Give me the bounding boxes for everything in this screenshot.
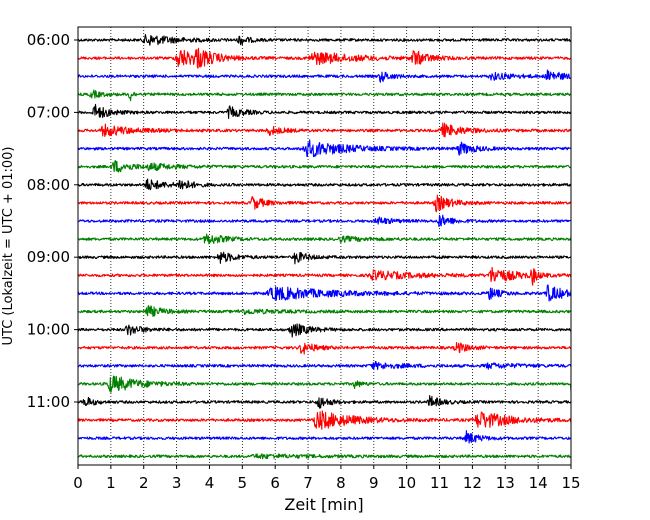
trace-row-1145 [77, 453, 572, 460]
trace-row-0700 [77, 103, 572, 120]
y-tick-label: 08:00 [27, 176, 70, 194]
trace-row-0615 [77, 47, 572, 69]
x-tick-label: 11 [430, 474, 449, 492]
trace-row-1015 [77, 342, 572, 355]
trace-row-1030 [77, 360, 572, 371]
x-tick-label: 15 [561, 474, 580, 492]
trace-row-0730 [77, 139, 572, 158]
x-tick-label: 0 [73, 474, 83, 492]
trace-row-1115 [77, 410, 572, 430]
trace-row-0715 [77, 122, 572, 138]
trace-row-1130 [77, 430, 572, 444]
trace-row-1045 [77, 375, 572, 393]
trace-row-0900 [77, 251, 572, 265]
trace-row-0800 [77, 178, 572, 191]
x-tick-label: 6 [270, 474, 280, 492]
trace-row-0630 [77, 69, 572, 83]
x-tick-label: 3 [172, 474, 182, 492]
y-tick-label: 11:00 [27, 393, 70, 411]
x-tick-label: 8 [336, 474, 346, 492]
trace-row-0830 [77, 214, 572, 228]
trace-row-1000 [77, 323, 572, 338]
trace-row-0845 [77, 233, 572, 245]
x-axis-ticks: 0 1 2 3 4 5 6 7 8 9 10 11 12 13 14 15 [73, 465, 581, 492]
x-tick-label: 14 [529, 474, 548, 492]
trace-row-0645 [77, 89, 572, 102]
x-tick-label: 2 [139, 474, 149, 492]
y-tick-label: 09:00 [27, 248, 70, 266]
y-axis-ticks: 06:00 07:00 08:00 09:00 10:00 11:00 [27, 31, 78, 411]
trace-row-1100 [77, 395, 572, 409]
y-tick-label: 07:00 [27, 103, 70, 121]
x-grid [110, 27, 539, 465]
x-tick-label: 1 [106, 474, 116, 492]
seismogram-traces [77, 34, 572, 460]
trace-row-0600 [77, 34, 572, 46]
x-axis-label: Zeit [min] [284, 495, 363, 514]
x-tick-label: 5 [238, 474, 248, 492]
x-tick-label: 7 [303, 474, 313, 492]
y-tick-label: 06:00 [27, 31, 70, 49]
y-tick-label: 10:00 [27, 321, 70, 339]
trace-row-0915 [77, 266, 572, 286]
trace-row-0815 [77, 194, 572, 213]
y-axis-label: UTC (Lokalzeit = UTC + 01:00) [1, 147, 16, 346]
plot-frame [77, 26, 572, 466]
trace-row-0745 [77, 160, 572, 173]
trace-row-0930 [77, 284, 572, 302]
x-tick-label: 10 [397, 474, 416, 492]
trace-row-0945 [77, 305, 572, 317]
x-tick-label: 4 [205, 474, 215, 492]
x-tick-label: 12 [463, 474, 482, 492]
x-tick-label: 13 [496, 474, 515, 492]
x-tick-label: 9 [369, 474, 379, 492]
